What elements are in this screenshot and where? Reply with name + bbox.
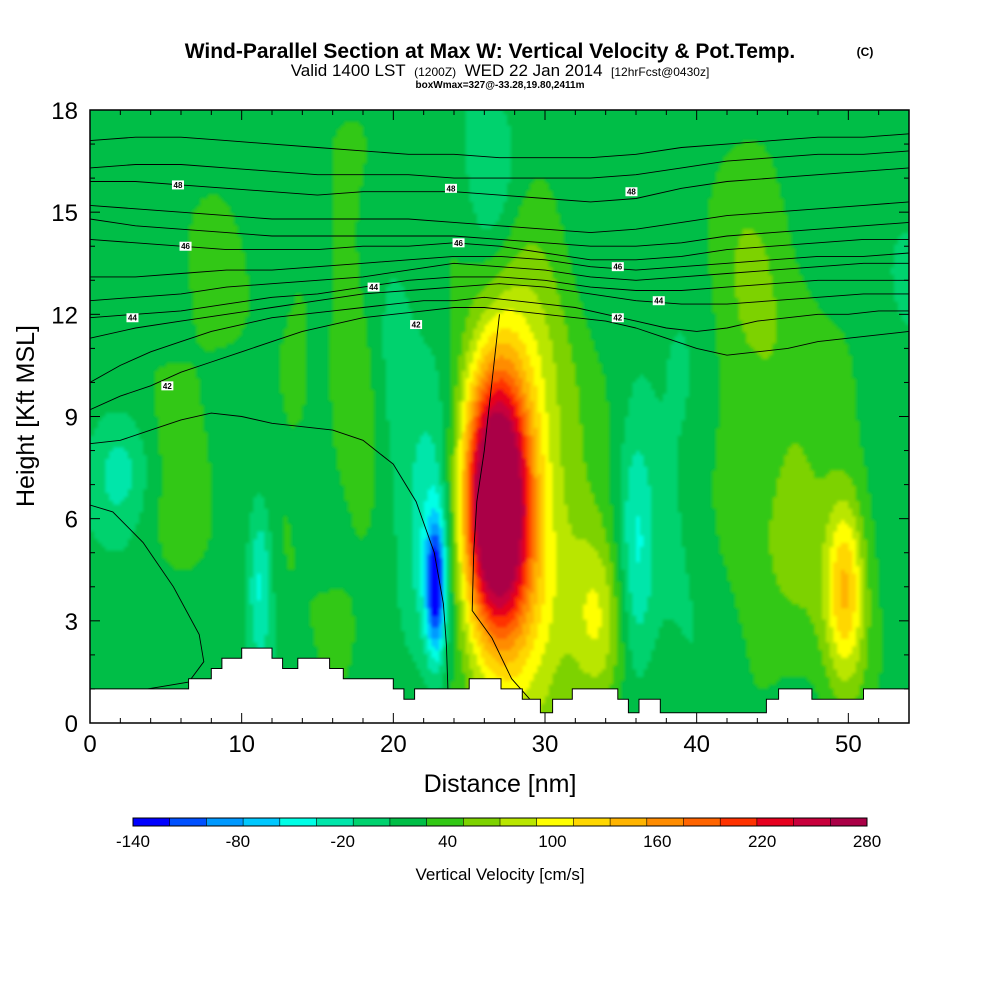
colorbar-swatch xyxy=(463,818,501,826)
y-tick-label: 9 xyxy=(65,405,78,432)
x-tick-label: 40 xyxy=(683,731,710,758)
colorbar-swatch xyxy=(830,818,868,826)
theta-label-bg xyxy=(652,296,665,306)
theta-contour-label: 42 xyxy=(613,314,622,323)
theta-contour xyxy=(90,307,909,411)
y-tick-label: 0 xyxy=(65,711,78,738)
subtitle-valid: Valid 1400 LST xyxy=(291,61,406,80)
theta-contour xyxy=(90,150,909,179)
theta-contour xyxy=(90,167,909,203)
colorbar-swatch xyxy=(720,818,758,826)
colorbar-tick-label: 160 xyxy=(643,832,671,851)
theta-contour-label: 48 xyxy=(447,184,456,193)
potential-temperature-contours: 42 42 42 44 44 44 46 46 46 48 48 48 xyxy=(90,133,909,700)
vertical-velocity-field xyxy=(90,110,909,723)
colorbar-swatch xyxy=(500,818,538,826)
theta-label-bg xyxy=(611,313,624,323)
colorbar-swatch xyxy=(536,818,574,826)
y-tick-label: 3 xyxy=(65,609,78,636)
theta-label-bg xyxy=(179,241,192,251)
theta-label-bg xyxy=(410,320,423,330)
terrain xyxy=(90,647,909,723)
x-tick-label: 50 xyxy=(835,731,862,758)
box-info: boxWmax=327@-33.28,19.80,2411m xyxy=(415,80,584,91)
colorbar-swatch xyxy=(756,818,794,826)
theta-label-bg xyxy=(611,262,624,272)
theta-contour-label: 48 xyxy=(627,188,636,197)
subtitle-utc: (1200Z) xyxy=(414,65,456,79)
subtitle-forecast: [12hrFcst@0430z] xyxy=(611,65,709,79)
theta-label-bg xyxy=(126,313,139,323)
theta-contour xyxy=(90,238,909,261)
theta-contour-label: 46 xyxy=(454,239,463,248)
colorbar-swatch xyxy=(389,818,427,826)
theta-contour xyxy=(90,276,909,319)
x-tick-label: 10 xyxy=(228,731,255,758)
x-tick-label: 30 xyxy=(532,731,559,758)
theta-contour xyxy=(471,314,531,700)
y-tick-label: 12 xyxy=(51,302,78,329)
colorbar-label: Vertical Velocity [cm/s] xyxy=(415,865,584,884)
theta-contour-label: 44 xyxy=(128,314,137,323)
colorbar-swatch xyxy=(279,818,317,826)
theta-contour xyxy=(90,201,909,234)
theta-contour-label: 44 xyxy=(369,283,378,292)
colorbar-tick-label: -20 xyxy=(330,832,355,851)
theta-contour-label: 44 xyxy=(654,297,663,306)
chart-subtitle: Valid 1400 LST (1200Z) WED 22 Jan 2014 [… xyxy=(291,61,710,80)
y-tick-label: 18 xyxy=(51,98,78,125)
y-tick-label: 6 xyxy=(65,507,78,534)
colorbar-swatch xyxy=(793,818,831,826)
colorbar-swatch xyxy=(426,818,464,826)
theta-contour xyxy=(90,283,909,339)
theta-contour-label: 42 xyxy=(163,382,172,391)
colorbar-tick-label: 280 xyxy=(853,832,881,851)
theta-contour xyxy=(90,262,909,302)
theta-contour-label: 46 xyxy=(613,263,622,272)
subtitle-date: WED 22 Jan 2014 xyxy=(465,61,603,80)
theta-contour xyxy=(90,218,909,247)
theta-contour xyxy=(90,133,909,159)
colorbar-swatch xyxy=(683,818,721,826)
y-axis-label: Height [Kft MSL] xyxy=(12,325,40,507)
theta-contour-label: 48 xyxy=(174,181,183,190)
theta-label-bg xyxy=(444,183,457,193)
colorbar-swatch xyxy=(646,818,684,826)
theta-contour xyxy=(90,252,909,278)
colorbar: -140 -80 -20 40 100 160 220 280 xyxy=(116,817,881,851)
x-tick-label: 0 xyxy=(83,731,96,758)
plot-area: 42 42 42 44 44 44 46 46 46 48 48 48 xyxy=(90,110,909,723)
theta-label-bg xyxy=(161,381,174,391)
theta-contour xyxy=(90,412,449,689)
colorbar-tick-label: 100 xyxy=(538,832,566,851)
colorbar-swatch xyxy=(353,818,391,826)
colorbar-swatch xyxy=(243,818,281,826)
colorbar-tick-label: 220 xyxy=(748,832,776,851)
theta-label-bg xyxy=(625,187,638,197)
colorbar-swatch xyxy=(169,818,207,826)
colorbar-swatch xyxy=(610,818,648,826)
colorbar-tick-label: -140 xyxy=(116,832,150,851)
copyright-mark: (C) xyxy=(857,45,874,59)
theta-contour-label: 46 xyxy=(181,242,190,251)
theta-contour xyxy=(90,296,909,383)
colorbar-swatch xyxy=(573,818,611,826)
x-tick-label: 20 xyxy=(380,731,407,758)
axes: 0 10 20 30 40 50 0 3 6 9 12 15 18 xyxy=(51,98,910,758)
theta-contour-label: 42 xyxy=(412,321,421,330)
x-axis-label: Distance [nm] xyxy=(424,770,577,798)
colorbar-tick-label: 40 xyxy=(438,832,457,851)
theta-label-bg xyxy=(452,238,465,248)
y-tick-label: 15 xyxy=(51,200,78,227)
colorbar-swatch xyxy=(206,818,244,826)
colorbar-swatch xyxy=(316,818,354,826)
colorbar-swatch xyxy=(133,818,171,826)
theta-label-bg xyxy=(367,282,380,292)
theta-label-bg xyxy=(171,180,184,190)
chart-title: Wind-Parallel Section at Max W: Vertical… xyxy=(185,40,796,63)
colorbar-tick-label: -80 xyxy=(226,832,251,851)
